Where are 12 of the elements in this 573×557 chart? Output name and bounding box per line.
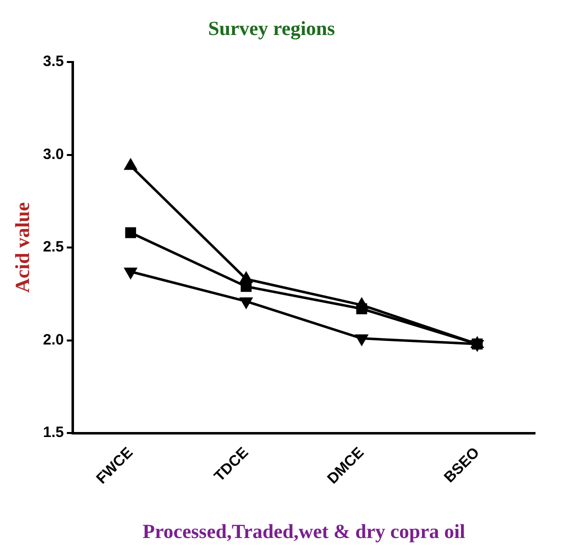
point: [240, 272, 253, 284]
y-tick-label: 1.5: [42, 424, 64, 442]
point: [355, 334, 368, 346]
point: [124, 158, 138, 170]
y-tick-label: 3.0: [42, 146, 64, 163]
point: [125, 227, 136, 238]
chart-title: Survey regions: [208, 18, 336, 40]
y-tick-label: 2.0: [42, 331, 64, 348]
y-tick-label: 3.5: [42, 53, 64, 70]
x-axis-title: Processed,Traded,wet & dry copra oil: [142, 521, 466, 544]
y-tick-label: 2.5: [42, 238, 64, 256]
y-axis-title: Acid value: [12, 202, 34, 293]
